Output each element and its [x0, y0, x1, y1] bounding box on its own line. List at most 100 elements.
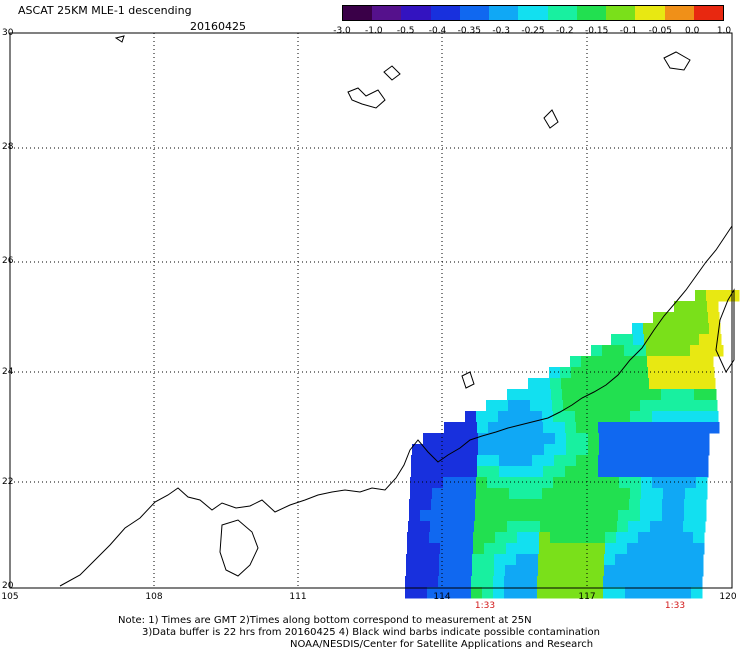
wind-cell — [674, 488, 686, 500]
wind-cell — [409, 510, 421, 522]
wind-cell — [607, 400, 619, 412]
colorbar-swatch-8 — [576, 6, 607, 20]
wind-cell — [476, 488, 488, 500]
wind-cell — [576, 422, 588, 434]
wind-cell — [509, 488, 521, 500]
wind-cell — [440, 543, 452, 555]
wind-cell — [679, 345, 691, 357]
wind-cell — [626, 367, 638, 379]
wind-cell — [476, 411, 488, 423]
wind-cell — [659, 367, 671, 379]
wind-cell — [441, 521, 453, 533]
wind-cell — [517, 543, 529, 555]
wind-cell — [473, 543, 485, 555]
wind-cell — [708, 312, 720, 324]
wind-cell — [652, 488, 664, 500]
wind-cell — [500, 444, 512, 456]
wind-cell — [485, 521, 497, 533]
wind-cell — [409, 499, 421, 511]
wind-cell — [564, 411, 576, 423]
wind-cell — [631, 455, 643, 467]
wind-cell — [541, 400, 553, 412]
wind-cell — [674, 411, 686, 423]
wind-cell — [418, 532, 430, 544]
wind-cell — [549, 565, 561, 577]
wind-cell — [544, 433, 556, 445]
wind-cell — [692, 565, 704, 577]
wind-cell — [412, 444, 424, 456]
wind-cell — [576, 455, 588, 467]
wind-cell — [427, 587, 439, 599]
wind-cell — [636, 587, 648, 599]
wind-cell — [455, 466, 467, 478]
wind-cell — [643, 433, 655, 445]
wind-cell — [461, 565, 473, 577]
wind-cell — [652, 477, 664, 489]
wind-cell — [680, 587, 692, 599]
wind-cell — [701, 345, 713, 357]
wind-cell — [444, 422, 456, 434]
wind-cell — [684, 400, 696, 412]
wind-cell — [583, 378, 595, 390]
wind-cell — [705, 389, 717, 401]
wind-cell — [438, 587, 450, 599]
wind-cell — [510, 422, 522, 434]
wind-cell — [553, 477, 565, 489]
wind-cell — [604, 565, 616, 577]
wind-cell — [587, 422, 599, 434]
wind-cell — [655, 334, 667, 346]
wind-cell — [686, 466, 698, 478]
wind-cell — [592, 576, 604, 588]
wind-cell — [462, 532, 474, 544]
wind-cell — [422, 466, 434, 478]
wind-cell — [616, 378, 628, 390]
wind-cell — [582, 367, 594, 379]
wind-cell — [585, 400, 597, 412]
wind-cell — [654, 444, 666, 456]
wind-cell — [431, 510, 443, 522]
lon-label-111: 111 — [289, 592, 307, 602]
wind-cell — [529, 389, 541, 401]
wind-cell — [673, 400, 685, 412]
wind-cell — [609, 455, 621, 467]
wind-cell — [544, 444, 556, 456]
wind-cell — [587, 466, 599, 478]
wind-cell — [664, 312, 676, 324]
colorbar-label: -0.3 — [492, 26, 510, 36]
colorbar-label: -0.25 — [521, 26, 545, 36]
wind-cell — [704, 378, 716, 390]
wind-cell — [624, 345, 636, 357]
wind-cell — [565, 466, 577, 478]
wind-cell — [494, 565, 506, 577]
wind-cell — [594, 532, 606, 544]
wind-cell — [483, 554, 495, 566]
lon-label-105: 105 — [1, 592, 19, 602]
wind-cell — [682, 543, 694, 555]
wind-cell — [571, 565, 583, 577]
wind-cell — [588, 444, 600, 456]
wind-cell — [673, 499, 685, 511]
wind-cell — [439, 565, 451, 577]
wind-cell — [529, 521, 541, 533]
colorbar-label: -0.1 — [619, 26, 638, 36]
wind-cell — [631, 422, 643, 434]
wind-cell — [530, 400, 542, 412]
wind-cell — [668, 345, 680, 357]
wind-cell — [434, 433, 446, 445]
wind-cell — [626, 565, 638, 577]
wind-cell — [692, 367, 704, 379]
wind-cell — [482, 576, 494, 588]
wind-cell — [691, 356, 703, 368]
wind-cell — [421, 488, 433, 500]
lon-label-117: 117 — [578, 592, 596, 602]
wind-cell — [563, 510, 575, 522]
wind-data-swath — [405, 290, 740, 599]
wind-cell — [449, 576, 461, 588]
wind-cell — [688, 334, 700, 346]
wind-cell — [706, 400, 718, 412]
wind-cell — [641, 411, 653, 423]
wind-cell — [682, 378, 694, 390]
wind-cell — [533, 433, 545, 445]
product-title: ASCAT 25KM MLE-1 descending — [18, 4, 192, 17]
wind-cell — [699, 334, 711, 346]
